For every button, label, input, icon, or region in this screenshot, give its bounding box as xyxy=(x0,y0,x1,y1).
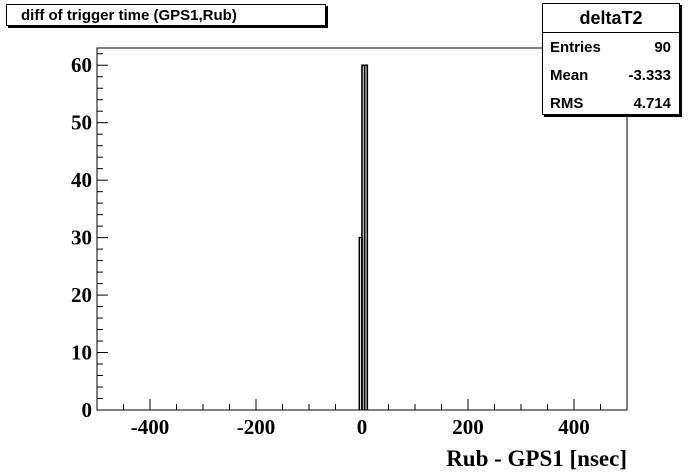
y-tick-label: 50 xyxy=(71,111,92,135)
y-tick-label: 20 xyxy=(71,283,92,307)
rms-value: 4.714 xyxy=(633,94,671,112)
entries-label: Entries xyxy=(550,38,601,56)
y-tick-label: 0 xyxy=(82,398,93,422)
stats-box: deltaT2 Entries 90 Mean -3.333 RMS 4.714 xyxy=(542,3,680,115)
x-tick-label: 400 xyxy=(558,415,590,439)
rms-label: RMS xyxy=(550,94,584,112)
x-tick-label: 0 xyxy=(357,415,368,439)
y-tick-label: 40 xyxy=(71,168,92,192)
x-axis-label: Rub - GPS1 [nsec] xyxy=(446,446,627,471)
mean-label: Mean xyxy=(550,66,589,84)
x-tick-label: 200 xyxy=(452,415,484,439)
y-tick-label: 10 xyxy=(71,341,92,365)
stats-row-mean: Mean -3.333 xyxy=(543,61,679,89)
stats-row-entries: Entries 90 xyxy=(543,33,679,61)
y-tick-label: 30 xyxy=(71,226,92,250)
stats-name: deltaT2 xyxy=(543,4,679,33)
entries-value: 90 xyxy=(654,38,671,56)
mean-value: -3.333 xyxy=(628,66,671,84)
stats-row-rms: RMS 4.714 xyxy=(543,89,679,117)
histogram-bin xyxy=(363,64,369,410)
y-tick-label: 60 xyxy=(71,53,92,77)
histogram-title: diff of trigger time (GPS1,Rub) xyxy=(6,4,326,26)
x-tick-label: -400 xyxy=(131,415,170,439)
x-tick-label: -200 xyxy=(237,415,276,439)
